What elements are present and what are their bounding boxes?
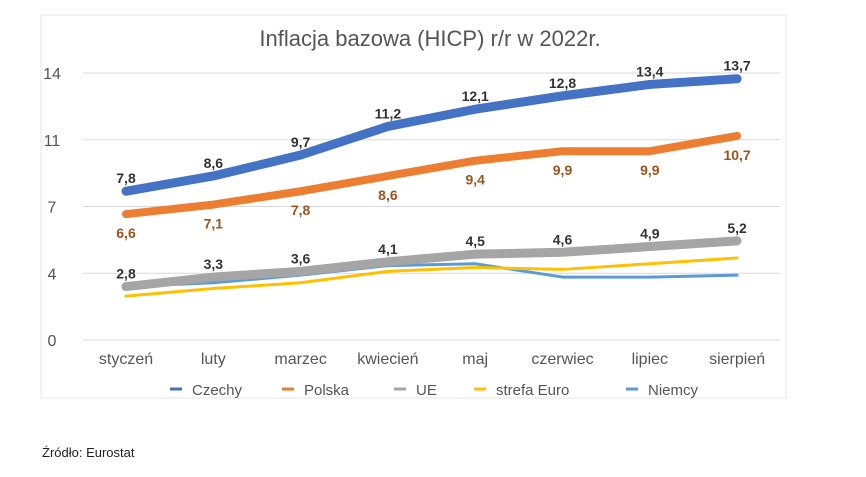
data-label: 3,6 [291, 250, 311, 266]
data-label: 8,6 [378, 187, 398, 203]
x-tick-label: maj [462, 351, 488, 368]
x-tick-label: sierpień [709, 351, 765, 368]
data-label: 13,4 [636, 63, 663, 79]
data-label: 4,1 [378, 241, 398, 257]
data-label: 12,8 [549, 75, 576, 91]
data-label: 4,6 [553, 231, 573, 247]
data-label: 7,1 [204, 216, 224, 232]
data-label: 4,9 [640, 226, 660, 242]
y-tick-label: 7 [48, 200, 57, 217]
y-tick-label: 4 [48, 266, 57, 283]
data-label: 9,7 [291, 134, 311, 150]
x-tick-label: styczeń [99, 351, 153, 368]
legend-label: Niemcy [648, 382, 699, 399]
data-label: 7,8 [291, 202, 311, 218]
x-tick-label: lipiec [632, 351, 668, 368]
series-line-czechy [121, 74, 742, 196]
data-label: 9,9 [640, 162, 660, 178]
legend-label: Czechy [192, 382, 243, 399]
data-label: 9,4 [465, 172, 485, 188]
data-label: 5,2 [727, 220, 747, 236]
data-label: 4,5 [465, 233, 485, 249]
chart-title: Inflacja bazowa (HICP) r/r w 2022r. [259, 26, 600, 51]
y-tick-label: 11 [44, 133, 61, 150]
x-tick-label: luty [201, 351, 226, 368]
data-label: 11,2 [375, 105, 402, 121]
legend-label: strefa Euro [496, 382, 569, 399]
data-label: 3,3 [204, 256, 224, 272]
source-note: Źródło: Eurostat [42, 445, 135, 460]
y-tick-label: 0 [48, 333, 57, 350]
data-label: 2,8 [116, 266, 136, 282]
legend-label: UE [416, 382, 437, 399]
series-line-ue [121, 236, 742, 292]
data-label: 10,7 [723, 147, 750, 163]
data-label: 7,8 [116, 170, 136, 186]
x-tick-label: marzec [274, 351, 326, 368]
series-line-strefa-euro [124, 256, 739, 298]
series-line-niemcy [124, 262, 739, 289]
data-label: 6,6 [116, 225, 136, 241]
y-tick-label: 14 [43, 66, 61, 83]
series-line-polska [122, 131, 742, 219]
x-tick-label: czerwiec [531, 351, 593, 368]
data-label: 12,1 [462, 88, 489, 104]
data-label: 13,7 [723, 58, 750, 74]
x-tick-label: kwiecień [357, 351, 418, 368]
legend-label: Polska [304, 382, 350, 399]
data-label: 8,6 [204, 155, 224, 171]
data-label: 9,9 [553, 162, 573, 178]
